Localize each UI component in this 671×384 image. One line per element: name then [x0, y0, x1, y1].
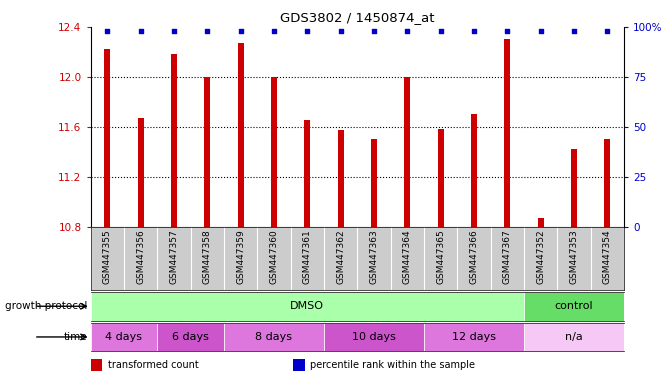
- Text: GSM447366: GSM447366: [470, 229, 478, 284]
- Bar: [324, 323, 424, 351]
- Text: DMSO: DMSO: [291, 301, 324, 311]
- Bar: [605, 139, 611, 227]
- Text: 4 days: 4 days: [105, 332, 142, 342]
- Text: GSM447352: GSM447352: [536, 229, 545, 284]
- Point: [236, 28, 246, 34]
- Text: n/a: n/a: [565, 332, 583, 342]
- Point: [268, 28, 279, 34]
- Text: GSM447363: GSM447363: [370, 229, 378, 284]
- Text: transformed count: transformed count: [107, 359, 199, 369]
- Point: [336, 28, 346, 34]
- Bar: [204, 77, 210, 227]
- Point: [136, 28, 146, 34]
- Text: GSM447362: GSM447362: [336, 229, 345, 284]
- Bar: [524, 323, 624, 351]
- Point: [602, 28, 613, 34]
- Text: GSM447358: GSM447358: [203, 229, 212, 284]
- Point: [568, 28, 579, 34]
- Bar: [271, 77, 277, 227]
- Text: GSM447367: GSM447367: [503, 229, 512, 284]
- Point: [468, 28, 479, 34]
- Text: GSM447359: GSM447359: [236, 229, 245, 284]
- Point: [368, 28, 379, 34]
- Bar: [157, 323, 224, 351]
- Bar: [537, 218, 544, 227]
- Bar: [104, 49, 110, 227]
- Point: [402, 28, 413, 34]
- Title: GDS3802 / 1450874_at: GDS3802 / 1450874_at: [280, 11, 435, 24]
- Text: GSM447355: GSM447355: [103, 229, 112, 284]
- Text: GSM447361: GSM447361: [303, 229, 312, 284]
- Text: growth protocol: growth protocol: [5, 301, 87, 311]
- Point: [302, 28, 313, 34]
- Point: [502, 28, 513, 34]
- Bar: [338, 131, 344, 227]
- Bar: [293, 359, 305, 371]
- Bar: [437, 129, 444, 227]
- Bar: [505, 39, 511, 227]
- Bar: [424, 323, 524, 351]
- Point: [168, 28, 179, 34]
- Text: GSM447356: GSM447356: [136, 229, 145, 284]
- Text: GSM447364: GSM447364: [403, 229, 412, 284]
- Text: GSM447357: GSM447357: [170, 229, 178, 284]
- Text: 8 days: 8 days: [256, 332, 293, 342]
- Bar: [171, 55, 177, 227]
- Point: [435, 28, 446, 34]
- Bar: [91, 359, 102, 371]
- Text: GSM447353: GSM447353: [570, 229, 578, 284]
- Text: 6 days: 6 days: [172, 332, 209, 342]
- Point: [102, 28, 113, 34]
- Text: GSM447365: GSM447365: [436, 229, 445, 284]
- Bar: [238, 43, 244, 227]
- Bar: [304, 121, 310, 227]
- Bar: [138, 118, 144, 227]
- Bar: [91, 292, 524, 321]
- Bar: [91, 323, 157, 351]
- Bar: [471, 114, 477, 227]
- Bar: [224, 323, 324, 351]
- Text: percentile rank within the sample: percentile rank within the sample: [311, 359, 475, 369]
- Text: GSM447360: GSM447360: [270, 229, 278, 284]
- Text: GSM447354: GSM447354: [603, 229, 612, 284]
- Point: [535, 28, 546, 34]
- Bar: [371, 139, 377, 227]
- Bar: [571, 149, 577, 227]
- Text: control: control: [555, 301, 593, 311]
- Text: 12 days: 12 days: [452, 332, 496, 342]
- Bar: [405, 77, 411, 227]
- Text: 10 days: 10 days: [352, 332, 396, 342]
- Text: time: time: [64, 332, 87, 342]
- Bar: [524, 292, 624, 321]
- Point: [202, 28, 213, 34]
